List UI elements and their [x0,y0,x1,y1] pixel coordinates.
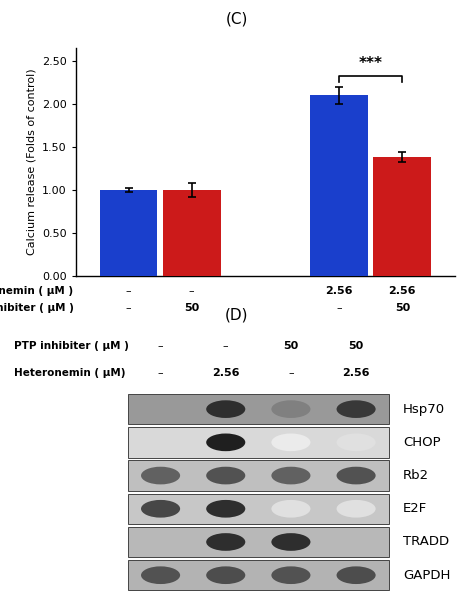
Text: –: – [158,341,164,351]
FancyBboxPatch shape [128,560,389,590]
Text: Hsp70: Hsp70 [403,403,445,416]
Text: 50: 50 [348,341,364,351]
Text: ***: *** [359,56,383,71]
Ellipse shape [206,467,246,484]
FancyBboxPatch shape [128,494,389,524]
Text: –: – [337,303,342,313]
Text: Heteronemin ( μM ): Heteronemin ( μM ) [0,286,73,296]
Ellipse shape [337,566,375,584]
Text: –: – [189,286,194,296]
Text: 2.56: 2.56 [389,286,416,296]
Text: TRADD: TRADD [403,535,449,548]
Text: 50: 50 [184,303,200,313]
Ellipse shape [141,500,180,518]
Bar [310,95,368,276]
Text: –: – [223,341,228,351]
Text: Heteronemin ( μM): Heteronemin ( μM) [14,368,126,379]
Text: –: – [126,286,131,296]
Text: GAPDH: GAPDH [403,569,450,582]
Bar [100,190,157,276]
Bar [163,190,221,276]
Ellipse shape [141,467,180,484]
FancyBboxPatch shape [128,427,389,458]
Ellipse shape [337,500,375,518]
Ellipse shape [271,434,310,451]
Ellipse shape [337,467,375,484]
Text: –: – [288,368,294,379]
Ellipse shape [337,400,375,418]
FancyBboxPatch shape [128,460,389,491]
Text: –: – [126,303,131,313]
Ellipse shape [271,566,310,584]
Text: E2F: E2F [403,502,427,515]
Text: 2.56: 2.56 [342,368,370,379]
Text: CHOP: CHOP [403,436,440,449]
Text: Rb2: Rb2 [403,469,429,482]
Text: (C): (C) [226,12,248,27]
Ellipse shape [271,400,310,418]
Ellipse shape [271,467,310,484]
Bar [374,157,431,276]
Ellipse shape [206,400,246,418]
Ellipse shape [337,434,375,451]
FancyBboxPatch shape [128,394,389,424]
Text: –: – [158,368,164,379]
Ellipse shape [206,533,246,551]
Ellipse shape [206,500,246,518]
Text: PTP inhibiter ( μM ): PTP inhibiter ( μM ) [0,303,73,313]
Ellipse shape [271,500,310,518]
FancyBboxPatch shape [128,527,389,557]
Text: (D): (D) [225,308,249,323]
Ellipse shape [141,566,180,584]
Y-axis label: Calcium release (Folds of control): Calcium release (Folds of control) [27,68,36,256]
Text: 50: 50 [395,303,410,313]
Ellipse shape [206,434,246,451]
Ellipse shape [271,533,310,551]
Ellipse shape [206,566,246,584]
Text: 2.56: 2.56 [326,286,353,296]
Text: 50: 50 [283,341,299,351]
Text: 2.56: 2.56 [212,368,239,379]
Text: PTP inhibiter ( μM ): PTP inhibiter ( μM ) [14,341,129,351]
Ellipse shape [337,533,375,551]
